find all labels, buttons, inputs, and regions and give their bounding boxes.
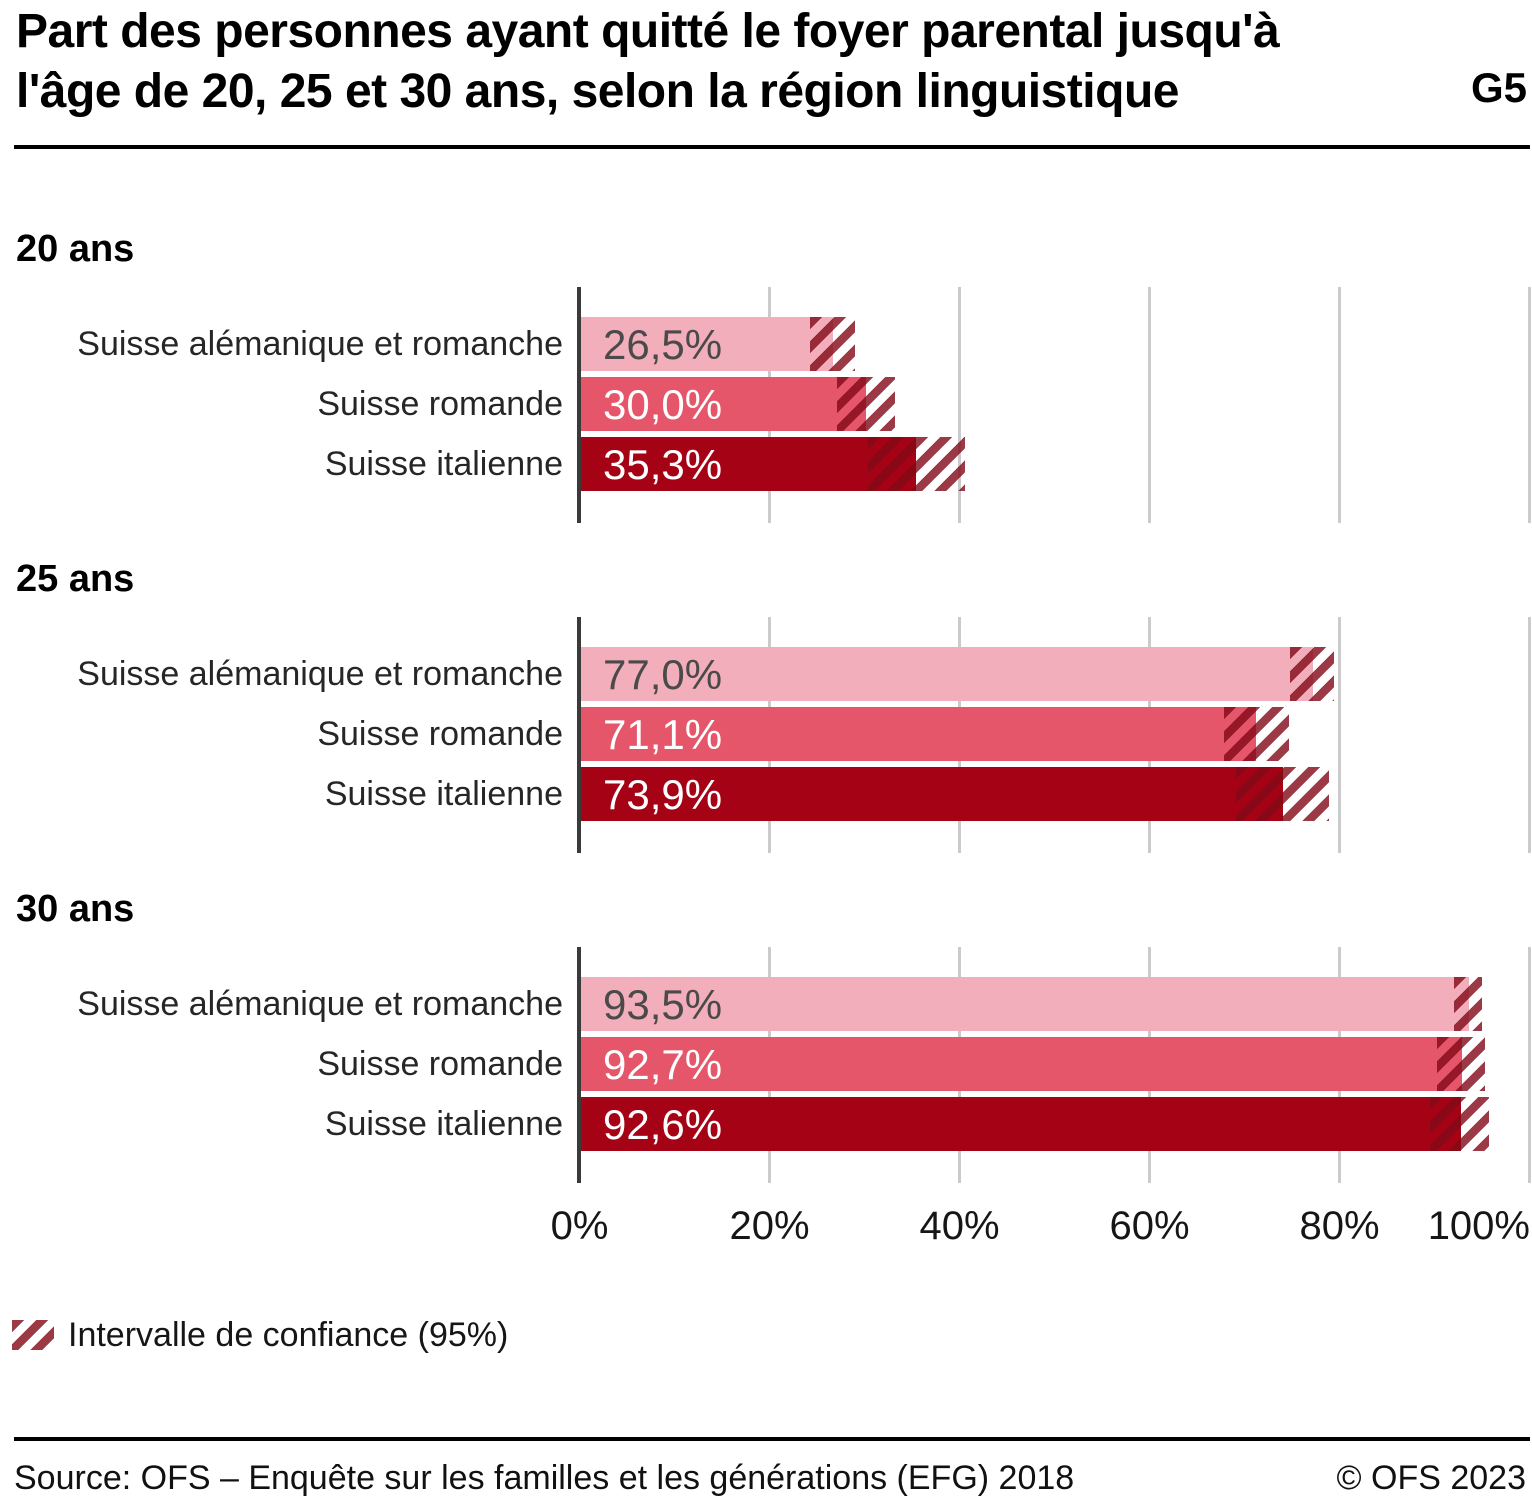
x-tick-label-0: 0% (550, 1204, 609, 1248)
bar: 77,0% (581, 647, 1313, 701)
bar-row: 73,9% (581, 767, 1532, 821)
confidence-interval-band (836, 377, 896, 431)
bar-row: 30,0% (581, 377, 1532, 431)
gridline-80 (1338, 287, 1341, 523)
source-text: Source: OFS – Enquête sur les familles e… (14, 1459, 1075, 1497)
legend-label: Intervalle de confiance (95%) (68, 1315, 509, 1354)
x-tick-label-20: 20% (729, 1204, 810, 1248)
footer-divider (14, 1437, 1530, 1441)
category-label: Suisse italienne (324, 445, 563, 483)
confidence-interval-band (1436, 1037, 1486, 1091)
group-heading: 30 ans (16, 888, 135, 930)
group-heading: 20 ans (16, 228, 135, 270)
x-tick-label-80: 80% (1299, 1204, 1380, 1248)
category-label: Suisse alémanique et romanche (77, 655, 563, 693)
bar: 92,7% (581, 1037, 1462, 1091)
x-tick-label-100: 100% (1427, 1204, 1530, 1248)
x-tick-label-60: 60% (1109, 1204, 1190, 1248)
confidence-interval-band (1289, 647, 1335, 701)
gridline-100 (1528, 947, 1531, 1183)
group-heading: 25 ans (16, 558, 135, 600)
plot-area: 77,0% 71,1% 73,9% (577, 617, 1532, 853)
legend: Intervalle de confiance (95%) (12, 1316, 508, 1354)
bar-row: 71,1% (581, 707, 1532, 761)
age-group-20-ans: 20 ans Suisse alémanique et romanche Suiss… (0, 227, 1532, 557)
gridline-100 (1528, 617, 1531, 853)
confidence-interval-band (1235, 767, 1329, 821)
age-group-30-ans: 30 ans Suisse alémanique et romanche Suiss… (0, 887, 1532, 1217)
gridline-100 (1528, 287, 1531, 523)
bar: 26,5% (581, 317, 833, 371)
bar: 35,3% (581, 437, 917, 491)
confidence-interval-band (1430, 1097, 1490, 1151)
x-tick-label-40: 40% (919, 1204, 1000, 1248)
gridline-60 (1148, 287, 1151, 523)
title-line-2: l'âge de 20, 25 et 30 ans, selon la régi… (16, 65, 1179, 118)
category-label: Suisse italienne (324, 775, 563, 813)
age-group-25-ans: 25 ans Suisse alémanique et romanche Suiss… (0, 557, 1532, 887)
confidence-interval-band (867, 437, 965, 491)
footer: Source: OFS – Enquête sur les familles e… (14, 1456, 1526, 1500)
gridline-40 (958, 287, 961, 523)
bar-row: 35,3% (581, 437, 1532, 491)
bar-row: 26,5% (581, 317, 1532, 371)
page-title: Part des personnes ayant quitté le foyer… (16, 2, 1416, 122)
title-line-1: Part des personnes ayant quitté le foyer… (16, 5, 1280, 58)
category-label: Suisse romande (317, 715, 563, 753)
confidence-interval-band (1454, 977, 1482, 1031)
copyright-text: © OFS 2023 (1336, 1459, 1526, 1497)
x-axis-labels: 0% 20% 40% 60% 80% 100% (0, 1202, 1532, 1252)
plot-area: 93,5% 92,7% 92,6% (577, 947, 1532, 1183)
plot-area: 26,5% 30,0% 35,3% (577, 287, 1532, 523)
category-label: Suisse romande (317, 1045, 563, 1083)
category-label: Suisse alémanique et romanche (77, 325, 563, 363)
title-divider (14, 145, 1530, 149)
bar: 73,9% (581, 767, 1284, 821)
bar: 92,6% (581, 1097, 1461, 1151)
bar-row: 92,7% (581, 1037, 1532, 1091)
category-label: Suisse romande (317, 385, 563, 423)
confidence-interval-band (1224, 707, 1289, 761)
confidence-interval-hatch-icon (12, 1320, 54, 1350)
bar: 71,1% (581, 707, 1257, 761)
bar-row: 92,6% (581, 1097, 1532, 1151)
bar-row: 93,5% (581, 977, 1532, 1031)
bar: 30,0% (581, 377, 866, 431)
bar-row: 77,0% (581, 647, 1532, 701)
confidence-interval-band (809, 317, 855, 371)
bar: 93,5% (581, 977, 1470, 1031)
gridline-80 (1338, 617, 1341, 853)
category-label: Suisse italienne (324, 1105, 563, 1143)
figure-id: G5 (1470, 64, 1527, 111)
category-label: Suisse alémanique et romanche (77, 985, 563, 1023)
